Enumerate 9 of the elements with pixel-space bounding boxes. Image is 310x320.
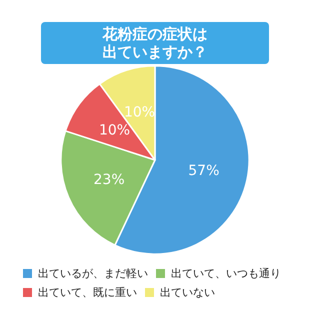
legend-label: 出ていて、既に重い (38, 286, 137, 299)
data-label: 10% (124, 104, 156, 120)
data-label: 23% (94, 172, 125, 188)
chart-title: 花粉症の症状は出ていますか？ (102, 25, 208, 61)
data-label: 57% (188, 162, 220, 179)
data-label: 10% (98, 122, 130, 139)
legend-label: 出ていない (160, 286, 215, 299)
legend-label: 出ていて、いつも通り (171, 267, 281, 280)
legend-label: 出ているが、まだ軽い (38, 267, 148, 280)
